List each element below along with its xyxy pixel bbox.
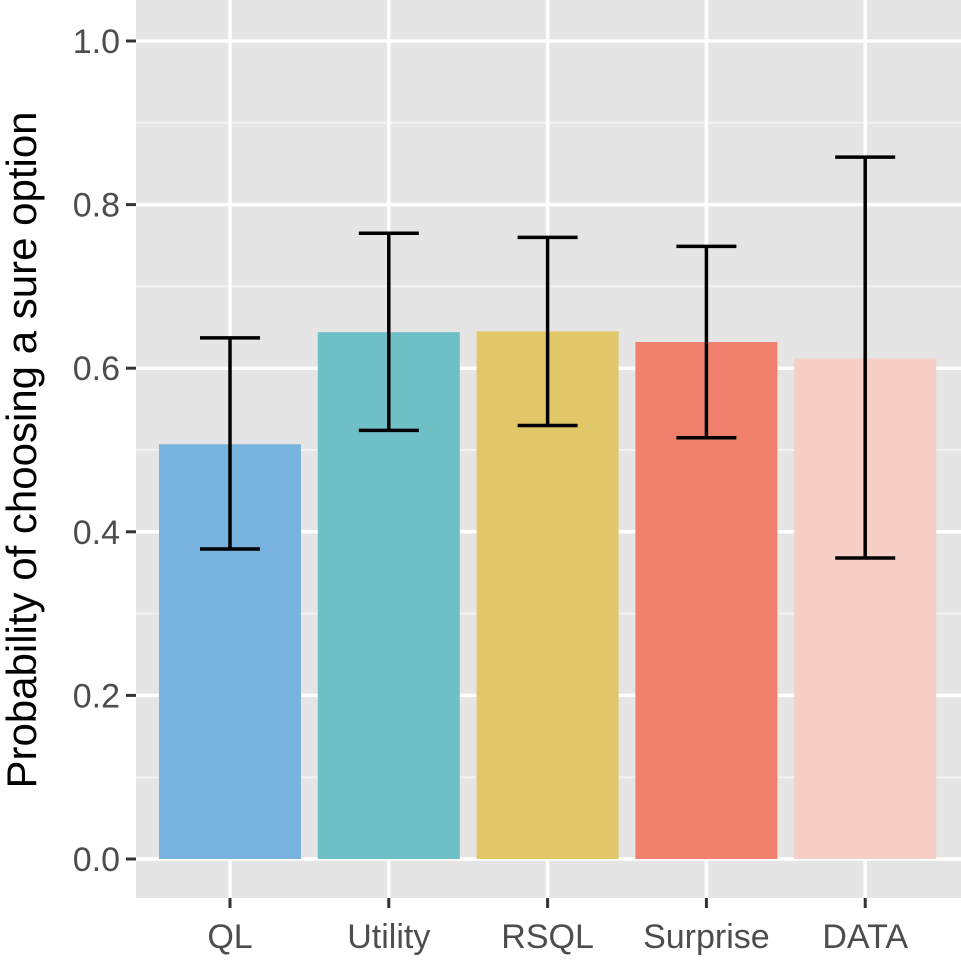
- y-tick-label: 1.0: [73, 23, 120, 61]
- x-tick-label-ql: QL: [207, 918, 252, 956]
- x-tick-label-utility: Utility: [347, 918, 430, 956]
- error-bar-ql: [200, 336, 260, 551]
- error-bars: [200, 155, 896, 560]
- y-tick-label: 0.2: [73, 677, 120, 715]
- x-tick-label-surprise: Surprise: [643, 918, 770, 956]
- error-bar-surprise: [676, 244, 737, 440]
- y-tick-label: 0.8: [73, 187, 120, 225]
- y-tick-label: 0.4: [73, 514, 120, 552]
- error-bar-rsql: [517, 235, 578, 428]
- x-tick-label-data: DATA: [822, 918, 908, 956]
- error-bar-utility: [358, 231, 419, 433]
- x-axis: QL Utility RSQL Surprise DATA: [207, 898, 908, 956]
- y-tick-label: 0.0: [73, 841, 120, 879]
- x-tick-label-rsql: RSQL: [501, 918, 594, 956]
- y-axis: 0.0 0.2 0.4 0.6 0.8 1.0: [73, 23, 136, 879]
- y-tick-label: 0.6: [73, 350, 120, 388]
- y-axis-title: Probability of choosing a sure option: [0, 111, 45, 788]
- error-bar-data: [835, 155, 896, 560]
